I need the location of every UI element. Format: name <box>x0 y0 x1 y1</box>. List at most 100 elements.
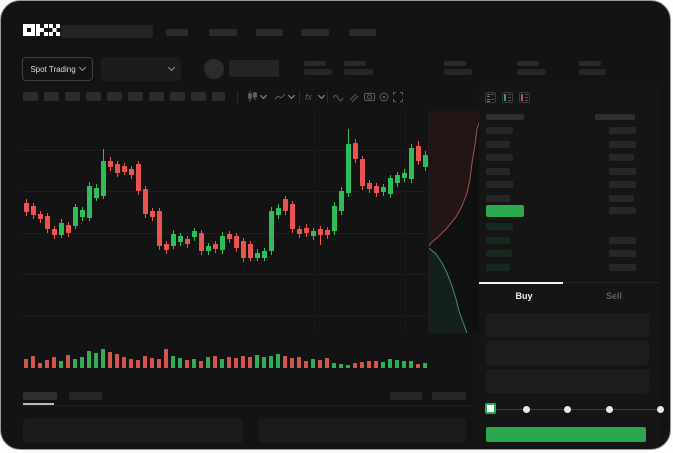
bottom-tab-skeleton[interactable] <box>69 392 102 400</box>
topnav-item-skeleton[interactable] <box>349 29 376 36</box>
slider-stop-dot[interactable] <box>523 406 530 413</box>
toolbar-button-skeleton[interactable] <box>44 92 59 101</box>
amount-input-skeleton[interactable] <box>486 341 649 365</box>
bid-amount-skeleton[interactable] <box>609 236 636 244</box>
amount-slider-handle[interactable] <box>485 403 496 414</box>
candle-body <box>150 211 155 217</box>
volume-bar <box>157 359 161 368</box>
camera-icon[interactable] <box>364 90 375 103</box>
ask-price-skeleton[interactable] <box>486 167 510 175</box>
chevron-down-icon[interactable] <box>259 90 268 103</box>
bottom-action-skeleton[interactable] <box>390 392 422 400</box>
ask-price-skeleton[interactable] <box>486 181 513 188</box>
pair-dropdown[interactable] <box>101 57 181 81</box>
topnav-item-skeleton[interactable] <box>256 29 283 36</box>
volume-bar <box>192 359 196 368</box>
ask-price-skeleton[interactable] <box>486 127 513 134</box>
tab-sell-label: Sell <box>605 291 622 301</box>
tab-buy[interactable]: Buy <box>479 283 569 309</box>
candle-body <box>101 161 106 196</box>
book-asks-only-icon[interactable] <box>519 92 530 103</box>
toolbar-button-skeleton[interactable] <box>212 92 225 101</box>
line-style-icon[interactable] <box>275 90 285 103</box>
ask-amount-skeleton[interactable] <box>609 140 636 148</box>
okx-logo[interactable] <box>23 24 60 36</box>
candle-body <box>290 204 295 229</box>
bid-price-skeleton[interactable] <box>486 263 510 271</box>
candlestick-style-icon[interactable] <box>247 90 258 103</box>
bid-price-skeleton[interactable] <box>486 223 513 230</box>
toolbar-button-skeleton[interactable] <box>23 92 38 101</box>
chart-gridline <box>21 150 428 151</box>
bid-amount-skeleton[interactable] <box>609 250 636 257</box>
chevron-down-icon[interactable] <box>287 90 296 103</box>
chart-gridline <box>314 111 315 333</box>
last-price-badge[interactable] <box>486 205 524 217</box>
candlestick-chart[interactable] <box>21 111 428 333</box>
slider-stop-dot[interactable] <box>606 406 613 413</box>
ask-amount-skeleton[interactable] <box>609 181 636 188</box>
candle-body <box>367 183 372 189</box>
volume-bar <box>248 357 252 368</box>
bottom-action-skeleton[interactable] <box>432 392 466 400</box>
candle-body <box>94 188 99 198</box>
buy-submit-button[interactable] <box>486 427 646 442</box>
chevron-down-icon[interactable] <box>317 90 326 103</box>
ask-price-skeleton[interactable] <box>486 140 510 148</box>
ask-amount-skeleton[interactable] <box>609 127 636 134</box>
toolbar-button-skeleton[interactable] <box>191 92 206 101</box>
toolbar-button-skeleton[interactable] <box>107 92 122 101</box>
volume-bar <box>325 358 329 368</box>
topnav-item-skeleton[interactable] <box>209 29 237 36</box>
wave-icon[interactable] <box>333 90 344 103</box>
toolbar-button-skeleton[interactable] <box>170 92 185 101</box>
volume-bar <box>24 359 28 368</box>
volume-bar <box>122 357 126 368</box>
volume-bar <box>381 362 385 368</box>
bottom-tab-skeleton[interactable] <box>23 392 57 400</box>
alert-circle-icon[interactable] <box>379 90 389 103</box>
topnav-item-skeleton[interactable] <box>166 29 188 36</box>
draw-compare-icon[interactable] <box>349 90 359 103</box>
coin-avatar[interactable] <box>204 59 224 79</box>
topnav-item-skeleton[interactable] <box>301 29 329 36</box>
volume-bars <box>21 337 428 368</box>
candle-body <box>199 233 204 251</box>
fullscreen-icon[interactable] <box>393 90 403 103</box>
toolbar-button-skeleton[interactable] <box>149 92 164 101</box>
market-selector-button[interactable]: Spot Trading <box>22 57 93 81</box>
toolbar-button-skeleton[interactable] <box>65 92 80 101</box>
price-input-skeleton[interactable] <box>486 313 649 337</box>
book-bids-only-icon[interactable] <box>502 92 513 103</box>
slider-stop-dot[interactable] <box>657 406 664 413</box>
candle-body <box>346 144 351 193</box>
ticker-stat-value-skeleton <box>304 69 332 75</box>
toolbar-button-skeleton[interactable] <box>86 92 101 101</box>
ask-amount-skeleton[interactable] <box>609 194 634 202</box>
volume-bar <box>255 355 259 368</box>
candle-body <box>38 214 43 219</box>
toolbar-button-skeleton[interactable] <box>128 92 143 101</box>
book-combined-icon[interactable] <box>485 92 496 103</box>
volume-bar <box>164 349 168 368</box>
ask-amount-skeleton[interactable] <box>609 154 634 161</box>
bid-price-skeleton[interactable] <box>486 250 512 257</box>
chart-gridline <box>21 274 428 275</box>
ticker-stat-value-skeleton <box>444 69 472 75</box>
ask-amount-skeleton[interactable] <box>609 167 636 175</box>
ask-price-skeleton[interactable] <box>486 154 513 161</box>
indicator-fx-icon[interactable]: fx <box>305 91 313 102</box>
tab-sell[interactable]: Sell <box>569 283 659 309</box>
candle-body <box>325 230 330 235</box>
ask-price-skeleton[interactable] <box>486 194 510 202</box>
volume-bar <box>402 361 406 368</box>
bid-amount-skeleton[interactable] <box>609 263 636 271</box>
search-bar-skeleton[interactable] <box>61 25 153 38</box>
total-input-skeleton[interactable] <box>486 369 649 393</box>
volume-bar <box>129 359 133 368</box>
candle-body <box>241 241 246 258</box>
slider-stop-dot[interactable] <box>564 406 571 413</box>
depth-bid-line <box>429 247 468 333</box>
bid-price-skeleton[interactable] <box>486 236 510 244</box>
candle-body <box>136 164 141 191</box>
